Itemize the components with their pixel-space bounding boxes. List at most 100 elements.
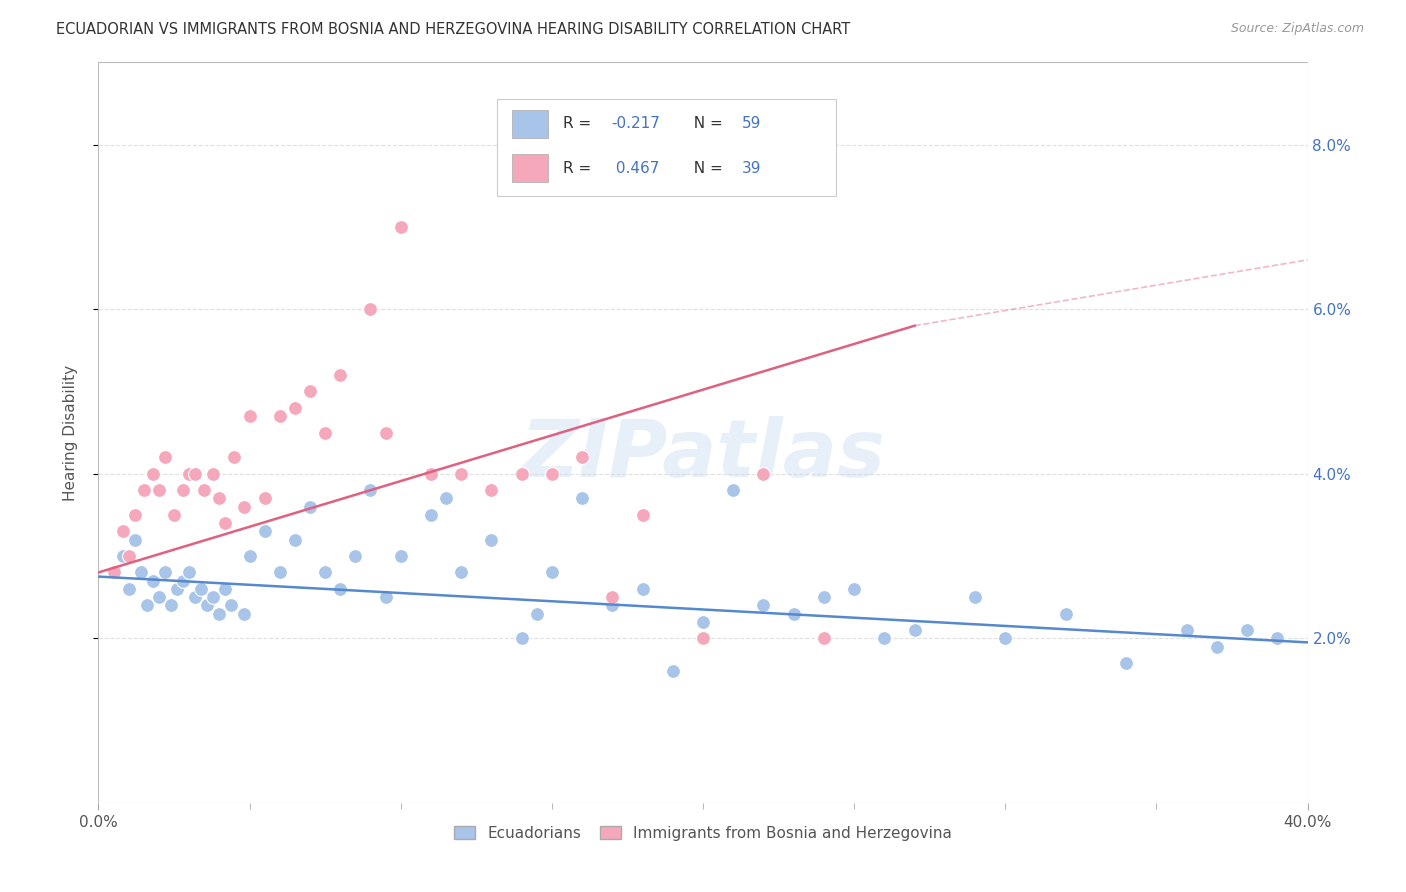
Point [142,467,165,481]
Point [239,549,262,563]
Point [232,607,254,621]
Text: -0.217: -0.217 [612,116,659,131]
Point [389,219,412,234]
Point [631,582,654,596]
Point [314,425,336,440]
Point [284,533,307,547]
Point [510,467,533,481]
Point [299,500,322,514]
Point [253,524,276,539]
Point [172,574,194,588]
Point [184,467,207,481]
Point [208,491,231,506]
Point [111,524,134,539]
Point [153,566,176,580]
FancyBboxPatch shape [512,154,548,182]
Point [124,508,146,522]
Point [202,467,225,481]
Point [374,425,396,440]
Point [450,566,472,580]
Point [1236,623,1258,637]
Point [965,590,987,604]
Point [1054,607,1077,621]
Point [135,599,157,613]
Text: 39: 39 [742,161,761,176]
Point [360,302,382,317]
Point [190,582,212,596]
Point [329,368,352,382]
Point [526,607,548,621]
Point [163,508,186,522]
Point [540,467,562,481]
Point [374,590,396,604]
Point [132,483,155,498]
Point [1115,656,1137,670]
Point [602,590,624,604]
Point [813,632,835,646]
Point [129,566,152,580]
Point [103,566,125,580]
Point [481,483,503,498]
Point [752,599,775,613]
Text: 0.467: 0.467 [612,161,659,176]
Point [153,450,176,465]
Point [602,599,624,613]
Point [221,599,243,613]
Point [540,566,562,580]
Point [661,664,683,678]
Point [420,508,443,522]
Point [124,533,146,547]
FancyBboxPatch shape [498,99,837,195]
Text: N =: N = [683,116,727,131]
Point [723,483,745,498]
Point [783,607,806,621]
Point [1267,632,1289,646]
Text: R =: R = [562,116,596,131]
Point [269,409,291,424]
Point [148,483,170,498]
Point [692,632,714,646]
Point [148,590,170,604]
Point [510,632,533,646]
Point [179,467,201,481]
Point [314,566,336,580]
Point [344,549,367,563]
Point [172,483,194,498]
Point [994,632,1017,646]
Text: ECUADORIAN VS IMMIGRANTS FROM BOSNIA AND HERZEGOVINA HEARING DISABILITY CORRELAT: ECUADORIAN VS IMMIGRANTS FROM BOSNIA AND… [56,22,851,37]
Point [179,566,201,580]
Text: 59: 59 [742,116,761,131]
Point [1175,623,1198,637]
Point [420,467,443,481]
Point [481,533,503,547]
Point [232,500,254,514]
Point [1206,640,1229,654]
Point [214,582,236,596]
Point [195,599,218,613]
Point [269,566,291,580]
Point [299,384,322,399]
Point [329,582,352,596]
Point [166,582,188,596]
Point [631,508,654,522]
Text: R =: R = [562,161,596,176]
Legend: Ecuadorians, Immigrants from Bosnia and Herzegovina: Ecuadorians, Immigrants from Bosnia and … [447,820,959,847]
Point [118,582,141,596]
Point [142,574,165,588]
Text: ZIPatlas: ZIPatlas [520,416,886,494]
Point [214,516,236,530]
Point [284,401,307,415]
Point [253,491,276,506]
FancyBboxPatch shape [512,110,548,138]
Point [202,590,225,604]
Point [873,632,896,646]
Y-axis label: Hearing Disability: Hearing Disability [63,365,77,500]
Text: Source: ZipAtlas.com: Source: ZipAtlas.com [1230,22,1364,36]
Point [571,491,593,506]
Point [360,483,382,498]
Point [208,607,231,621]
Point [111,549,134,563]
Point [752,467,775,481]
Point [571,450,593,465]
Point [389,549,412,563]
